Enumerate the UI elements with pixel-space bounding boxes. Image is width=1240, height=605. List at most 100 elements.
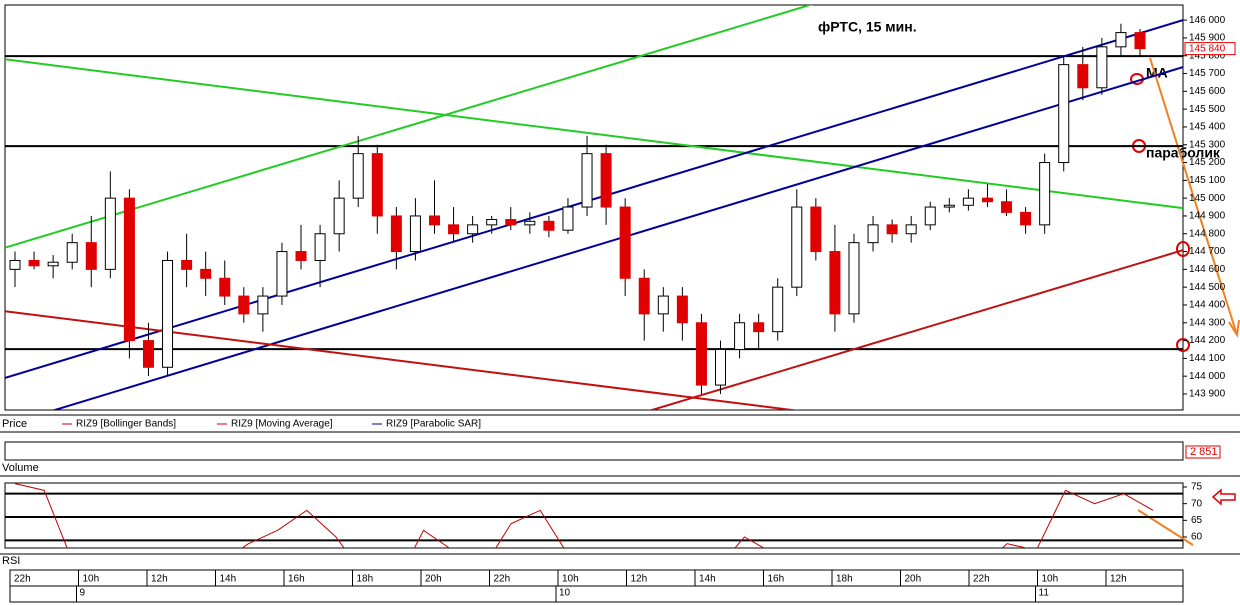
candle-body <box>619 206 631 279</box>
x-tick-label: 16h <box>768 574 785 585</box>
candle-body <box>333 197 345 235</box>
candle-body <box>467 224 479 235</box>
candle-body <box>695 322 707 386</box>
candle-body <box>390 215 402 253</box>
rsi-tick-label: 60 <box>1191 532 1203 543</box>
trend-line <box>5 5 814 249</box>
y-tick-label: 145 300 <box>1189 139 1226 150</box>
candle-body <box>638 277 650 315</box>
candle-body <box>85 242 97 270</box>
legend-label: RIZ9 [Moving Average] <box>231 419 333 430</box>
candle-body <box>28 259 40 267</box>
candle-body <box>581 153 593 208</box>
y-tick-label: 145 100 <box>1189 175 1226 186</box>
trend-line <box>5 58 1183 210</box>
candle-body <box>924 206 936 226</box>
candle-body <box>1001 201 1013 213</box>
y-tick-label: 143 900 <box>1189 389 1226 400</box>
candle-body <box>162 259 174 368</box>
rsi-tick-label: 70 <box>1191 498 1203 509</box>
y-tick-label: 146 000 <box>1189 15 1226 26</box>
x-tick-label: 22h <box>494 574 511 585</box>
candle-body <box>409 215 421 253</box>
trend-line <box>5 310 800 410</box>
candle-body <box>715 348 727 386</box>
candle-body <box>867 224 879 244</box>
legend-label: RIZ9 [Parabolic SAR] <box>386 419 481 430</box>
x-tick-label: 14h <box>220 574 237 585</box>
x-tick-label: 20h <box>425 574 442 585</box>
candle-body <box>123 197 135 342</box>
x-tick-label: 16h <box>288 574 305 585</box>
candle-body <box>886 224 898 235</box>
candle-body <box>791 206 803 288</box>
x-tick-label: 22h <box>14 574 31 585</box>
candle-body <box>543 220 555 231</box>
candle-body <box>66 242 78 263</box>
candle-body <box>943 204 955 208</box>
candle-body <box>371 153 383 217</box>
candle-body <box>314 233 326 261</box>
candle-body <box>257 295 269 315</box>
y-tick-label: 145 600 <box>1189 86 1226 97</box>
y-tick-label: 145 500 <box>1189 104 1226 115</box>
y-tick-label: 144 200 <box>1189 335 1226 346</box>
candle-body <box>1134 32 1146 50</box>
rsi-title: RSI <box>2 555 20 567</box>
y-tick-label: 144 000 <box>1189 371 1226 382</box>
y-tick-label: 144 600 <box>1189 264 1226 275</box>
candle-body <box>772 286 784 333</box>
candle-body <box>486 219 498 226</box>
volume-tag <box>1185 445 1221 459</box>
candle-body <box>1039 162 1051 226</box>
candle-body <box>1058 64 1070 164</box>
day-label: 10 <box>559 588 571 599</box>
trend-line <box>648 249 1183 410</box>
candle-body <box>238 295 250 315</box>
candle-body <box>524 220 536 226</box>
trend-line <box>51 66 1183 410</box>
x-tick-label: 12h <box>631 574 648 585</box>
y-tick-label: 144 300 <box>1189 317 1226 328</box>
y-tick-label: 145 000 <box>1189 193 1226 204</box>
candle-body <box>676 295 688 324</box>
y-tick-label: 145 800 <box>1189 50 1226 61</box>
y-tick-label: 144 800 <box>1189 228 1226 239</box>
candle-body <box>9 259 21 270</box>
candle-body <box>448 224 460 235</box>
rsi-plot <box>5 483 1183 548</box>
annotation: параболик <box>1146 145 1221 161</box>
y-tick-label: 145 400 <box>1189 122 1226 133</box>
candle-body <box>905 224 917 235</box>
candle-body <box>600 153 612 208</box>
candle-body <box>181 259 193 270</box>
candle-body <box>276 251 288 297</box>
x-tick-label: 10h <box>562 574 579 585</box>
volume-label: 2 851 <box>1190 446 1218 458</box>
x-tick-label: 12h <box>1110 574 1127 585</box>
y-tick-label: 144 700 <box>1189 246 1226 257</box>
volume-title: Volume <box>2 462 39 474</box>
y-tick-label: 145 700 <box>1189 68 1226 79</box>
price-plot <box>5 5 1183 410</box>
candle-body <box>200 268 212 279</box>
x-tick-label: 22h <box>973 574 990 585</box>
candle-body <box>47 261 59 267</box>
candle-body <box>428 215 440 226</box>
candle-body <box>562 206 574 231</box>
y-tick-label: 145 200 <box>1189 157 1226 168</box>
candle-body <box>734 322 746 350</box>
candle-body <box>848 242 860 315</box>
candle-body <box>142 340 154 368</box>
chart-title: фРТС, 15 мин. <box>818 19 917 35</box>
x-tick-label: 18h <box>357 574 374 585</box>
x-tick-label: 10h <box>1042 574 1059 585</box>
last-price-tag <box>1184 42 1236 56</box>
candle-body <box>981 197 993 203</box>
rsi-tick-label: 65 <box>1191 515 1203 526</box>
y-tick-label: 144 500 <box>1189 282 1226 293</box>
last-price-label: 145 840 <box>1189 43 1226 54</box>
candle-body <box>1096 46 1108 89</box>
